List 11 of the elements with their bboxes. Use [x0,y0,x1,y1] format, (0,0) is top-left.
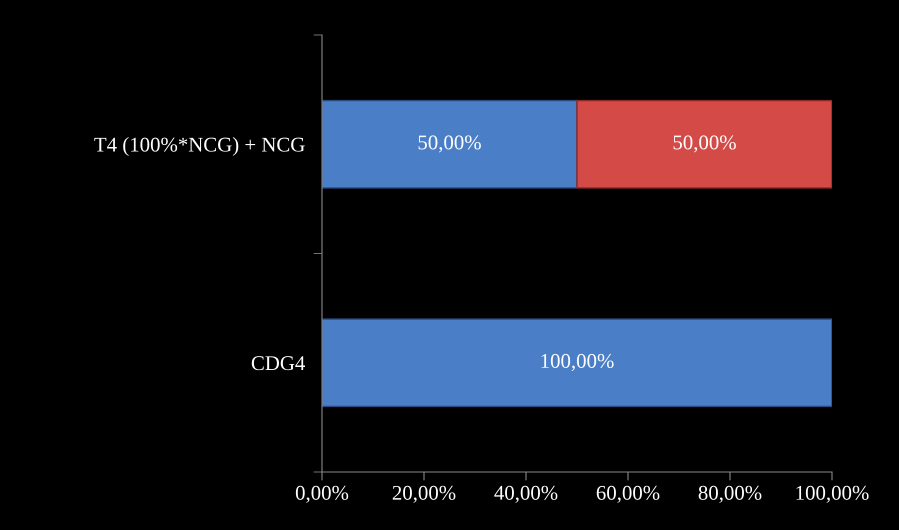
x-tick-label: 0,00% [296,486,348,503]
data-label: 50,00% [418,135,481,152]
x-tick-label: 80,00% [698,486,762,503]
data-label: 100,00% [542,354,614,371]
x-tick-label: 20,00% [392,486,456,503]
y-tick-label: T4 (100%*NCG) + NCG [94,137,305,156]
x-tick-label: 40,00% [494,486,558,503]
x-tick-label: 60,00% [596,486,660,503]
y-tick-label: CDG4 [252,356,306,370]
x-tick-label: 100,00% [796,486,869,503]
data-label: 50,00% [674,135,736,152]
